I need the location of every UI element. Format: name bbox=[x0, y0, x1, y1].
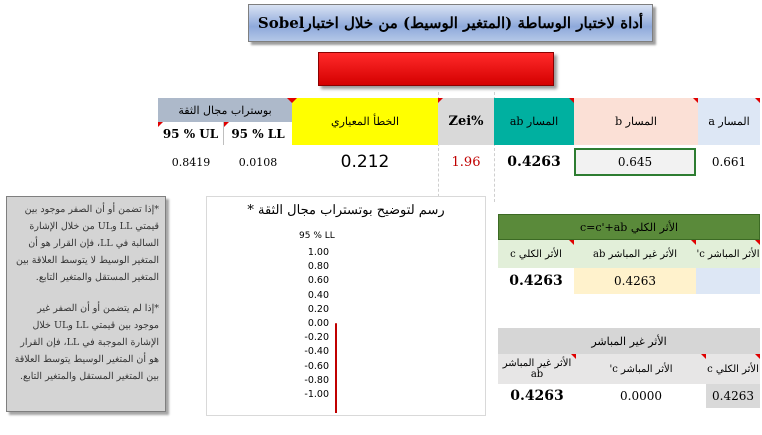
standard-error-value-cell[interactable]: 0.212 bbox=[340, 152, 390, 172]
path-a-value-cell[interactable]: 0.661 bbox=[711, 155, 747, 169]
bootstrap-ci-header: بوستراب مجال الثقة bbox=[158, 98, 292, 122]
ll-header: 95 % LL bbox=[224, 122, 292, 145]
y-tick-label: 0.00 bbox=[307, 318, 329, 329]
page-title: أداة لاختبار الوساطة (المتغير الوسيط) من… bbox=[248, 4, 653, 68]
y-tick-label: -0.60 bbox=[304, 360, 329, 372]
y-tick-label: -0.20 bbox=[304, 332, 329, 344]
path-ab-value-cell[interactable]: 0.4263 bbox=[507, 154, 561, 170]
ll-marker-line bbox=[335, 324, 337, 413]
path-b-header: المسار b bbox=[574, 98, 698, 145]
total-c-header: الأثر الكلي c bbox=[498, 240, 574, 268]
path-a-header: المسار a bbox=[698, 98, 760, 145]
note-paragraph-2: *إذا لم يتضمن أو أن الصفر غير موجود بين … bbox=[14, 303, 159, 382]
chart-series-label: 95 % LL bbox=[299, 231, 335, 241]
ll-value-cell[interactable]: 0.0108 bbox=[238, 155, 278, 169]
indirect-c-value-cell[interactable]: 0.4263 bbox=[706, 384, 760, 408]
total-c-value-cell[interactable]: 0.4263 bbox=[509, 273, 563, 289]
z-header: Zei% bbox=[438, 98, 494, 145]
total-ab-value-cell[interactable]: 0.4263 bbox=[574, 268, 696, 294]
total-effect-title: الأثر الكلي c=c'+ab bbox=[498, 214, 760, 240]
bar-ll bbox=[335, 323, 337, 325]
column-divider bbox=[438, 92, 439, 202]
chart-plot-area bbox=[335, 323, 337, 413]
z-value-cell[interactable]: 1.96 bbox=[451, 154, 481, 170]
y-tick-label: 0.80 bbox=[307, 261, 329, 273]
y-tick-label: -1.00 bbox=[304, 389, 329, 400]
indirect-ab-value-cell[interactable]: 0.4263 bbox=[510, 388, 564, 404]
red-banner-shape[interactable] bbox=[318, 52, 554, 86]
chart-title: رسم لتوضيح بوتستراب مجال الثقة * bbox=[247, 203, 445, 218]
y-tick-label: -0.40 bbox=[304, 346, 329, 358]
column-divider bbox=[494, 92, 495, 202]
y-tick-label: 0.60 bbox=[307, 275, 329, 287]
explanation-note[interactable]: *إذا تضمن أو أن الصفر موجود بين قيمتي LL… bbox=[6, 196, 166, 412]
y-tick-label: 1.00 bbox=[307, 247, 329, 258]
indirect-c-prime-value-cell[interactable]: 0.0000 bbox=[620, 389, 662, 403]
indirect-effect-title: الأثر غير المباشر bbox=[498, 328, 760, 354]
path-ab-header: المسار ab bbox=[494, 98, 574, 145]
ul-header: 95 % UL bbox=[158, 122, 224, 145]
total-c-prime-header: الأثر المباشر c' bbox=[696, 240, 760, 268]
note-paragraph-1: *إذا تضمن أو أن الصفر موجود بين قيمتي LL… bbox=[16, 204, 159, 283]
indirect-c-header: الأثر الكلي c bbox=[706, 354, 760, 384]
path-b-value-cell[interactable]: 0.645 bbox=[574, 148, 696, 176]
standard-error-header: الخطأ المعياري bbox=[292, 98, 438, 145]
bootstrap-chart[interactable]: رسم لتوضيح بوتستراب مجال الثقة * 95 % LL… bbox=[206, 196, 486, 416]
ul-value-cell[interactable]: 0.8419 bbox=[171, 155, 211, 169]
total-ab-header: الأثر غير المباشر ab bbox=[574, 240, 696, 268]
indirect-ab-header: الأثر غير المباشر ab bbox=[498, 354, 576, 384]
y-tick-label: -0.80 bbox=[304, 374, 329, 386]
total-c-prime-value-cell[interactable] bbox=[696, 268, 760, 294]
indirect-c-prime-header: الأثر المباشر c' bbox=[576, 354, 706, 384]
y-tick-label: 0.20 bbox=[307, 303, 329, 315]
y-tick-label: 0.40 bbox=[307, 289, 329, 301]
